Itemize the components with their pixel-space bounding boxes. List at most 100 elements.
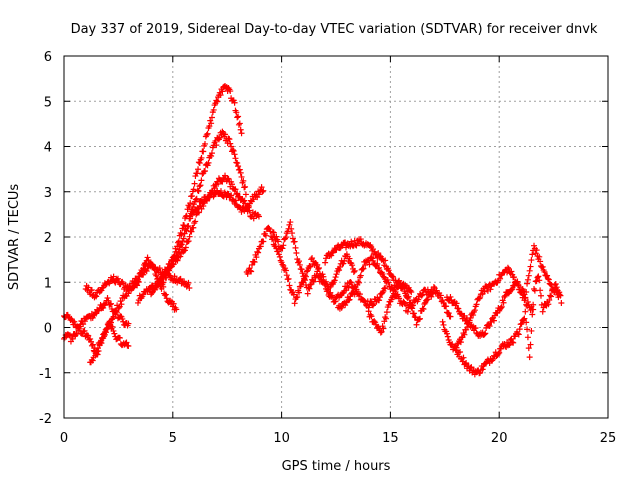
data-point <box>356 279 363 286</box>
data-point <box>94 348 101 355</box>
data-point <box>544 275 551 282</box>
y-tick-label: 0 <box>44 322 52 337</box>
data-point <box>276 253 283 260</box>
data-point <box>230 147 237 154</box>
data-point <box>231 99 238 106</box>
data-point <box>195 166 202 173</box>
data-point <box>382 257 389 264</box>
data-point <box>306 263 313 270</box>
data-point <box>357 272 364 279</box>
data-point <box>443 303 450 310</box>
data-point <box>324 286 331 293</box>
data-point <box>394 284 401 291</box>
data-point <box>439 297 446 304</box>
data-point <box>151 266 158 273</box>
data-point <box>407 299 414 306</box>
data-point <box>85 284 92 291</box>
data-point <box>111 330 118 337</box>
data-point <box>177 242 184 249</box>
data-point <box>482 330 489 337</box>
data-point <box>225 191 232 198</box>
data-point <box>193 195 200 202</box>
data-point <box>225 135 232 142</box>
data-point <box>415 296 422 303</box>
data-point <box>241 197 248 204</box>
series-track-g <box>156 172 262 287</box>
data-point <box>345 297 352 304</box>
data-point <box>360 265 367 272</box>
data-point <box>170 261 177 268</box>
data-point <box>401 299 408 306</box>
data-point <box>185 222 192 229</box>
y-tick-label: 1 <box>44 276 52 291</box>
data-point <box>282 234 289 241</box>
data-point <box>385 279 392 286</box>
data-point <box>333 271 340 278</box>
data-point <box>453 300 460 307</box>
data-point <box>283 272 290 279</box>
data-point <box>253 254 260 261</box>
series-track-p <box>452 242 563 351</box>
data-point <box>85 332 92 339</box>
data-point <box>525 345 532 352</box>
data-point <box>376 264 383 271</box>
y-tick-label: 2 <box>44 231 52 246</box>
data-point <box>552 280 559 287</box>
data-point <box>331 277 338 284</box>
data-point <box>506 341 513 348</box>
data-point <box>280 242 287 249</box>
data-point <box>143 268 150 275</box>
data-point <box>257 243 264 250</box>
data-point <box>473 301 480 308</box>
data-point <box>547 292 554 299</box>
series-track-m <box>365 277 454 336</box>
data-point <box>273 233 280 240</box>
data-point <box>336 267 343 274</box>
data-point <box>238 130 245 137</box>
data-point <box>539 308 546 315</box>
data-point <box>134 282 141 289</box>
data-point <box>556 291 563 298</box>
data-point <box>497 275 504 282</box>
data-point <box>93 293 100 300</box>
data-point <box>110 313 117 320</box>
data-point <box>161 292 168 299</box>
data-point <box>445 310 452 317</box>
data-point <box>287 219 294 226</box>
data-point <box>353 288 360 295</box>
data-point <box>160 279 167 286</box>
data-point <box>529 311 536 318</box>
data-point <box>314 268 321 275</box>
data-point <box>115 304 122 311</box>
data-point <box>238 173 245 180</box>
data-point <box>380 325 387 332</box>
data-point <box>296 289 303 296</box>
data-point <box>195 205 202 212</box>
data-points <box>61 83 565 378</box>
data-point <box>282 235 289 242</box>
data-point <box>523 288 530 295</box>
data-point <box>254 248 261 255</box>
data-point <box>430 288 437 295</box>
data-point <box>234 114 241 121</box>
data-point <box>74 330 81 337</box>
data-point <box>527 341 534 348</box>
data-point <box>470 312 477 319</box>
data-point <box>240 177 247 184</box>
data-point <box>247 267 254 274</box>
data-point <box>208 120 215 127</box>
data-point <box>251 259 258 266</box>
data-point <box>69 335 76 342</box>
data-point <box>404 308 411 315</box>
data-point <box>270 229 277 236</box>
data-point <box>108 319 115 326</box>
y-tick-label: 6 <box>44 50 52 65</box>
data-point <box>548 293 555 300</box>
data-point <box>134 276 141 283</box>
data-point <box>290 291 297 298</box>
data-point <box>213 142 220 149</box>
data-point <box>490 317 497 324</box>
data-point <box>92 292 99 299</box>
data-point <box>173 306 180 313</box>
